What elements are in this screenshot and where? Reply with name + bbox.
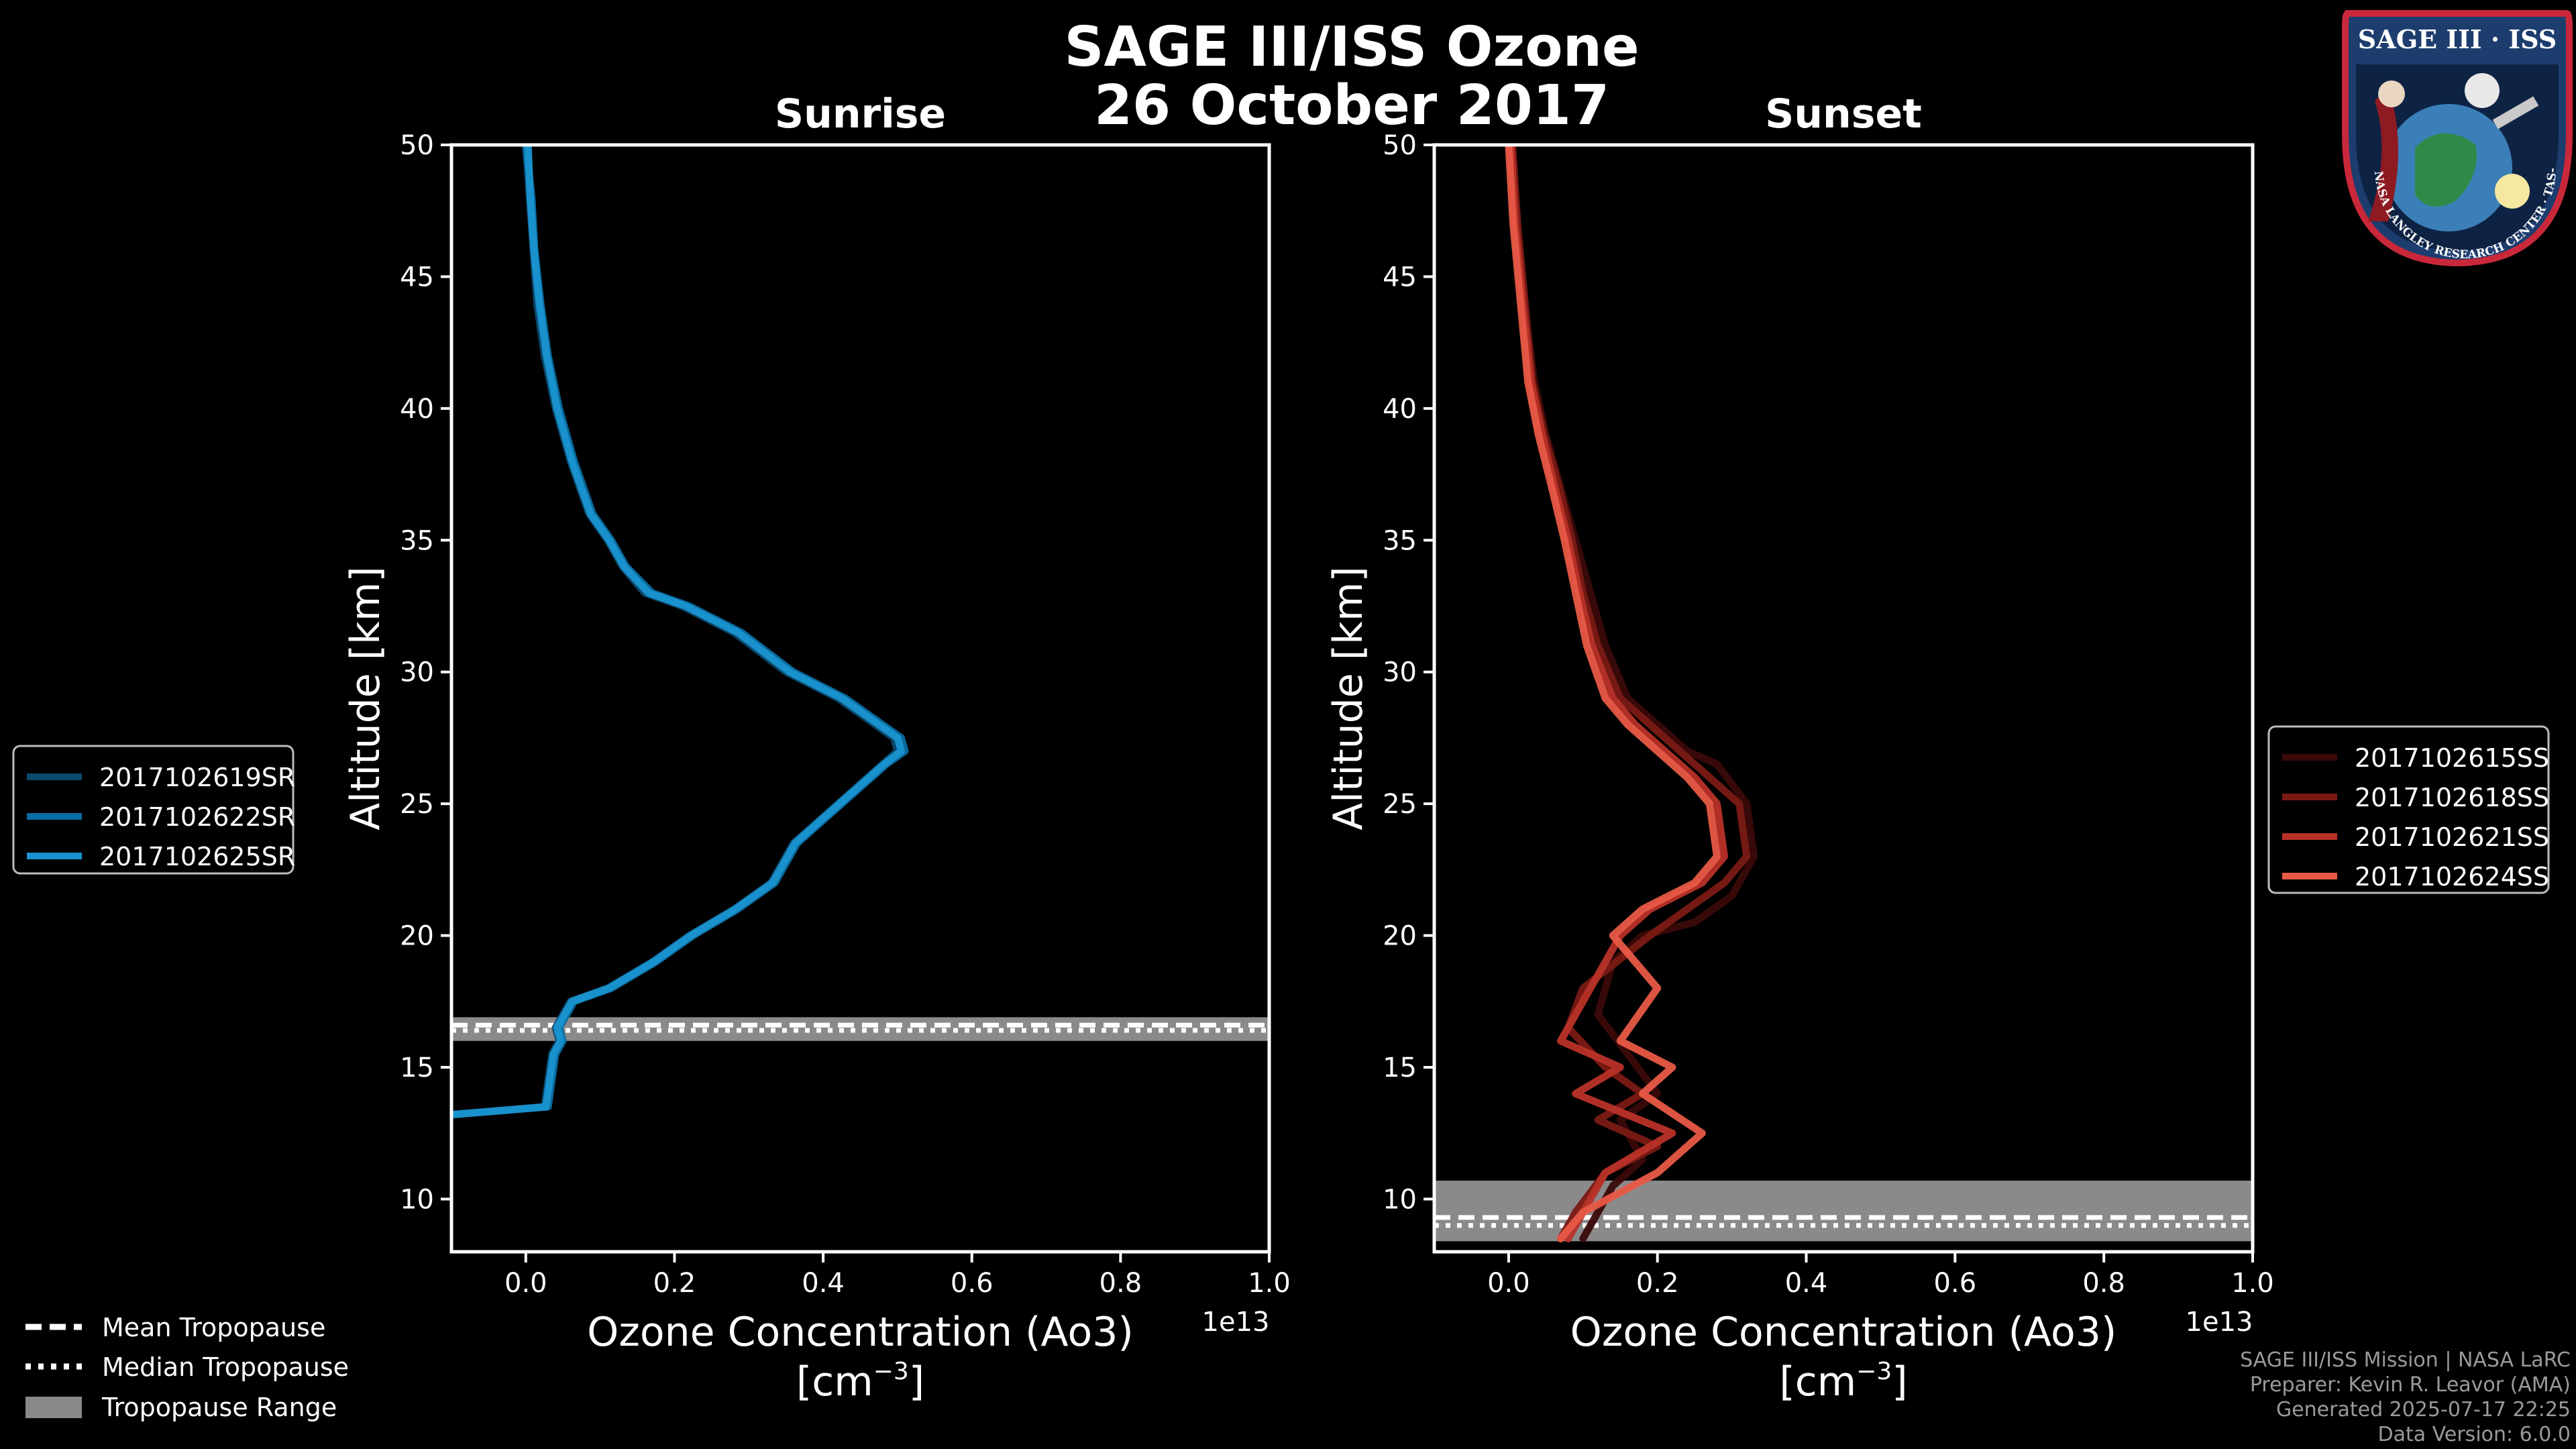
sunset-legend-label: 2017102615SS xyxy=(2355,743,2549,773)
sunrise-xtick-label: 0.4 xyxy=(802,1268,845,1299)
iss-station-icon xyxy=(2492,96,2539,129)
sunrise-xtick-label: 0.2 xyxy=(653,1268,696,1299)
sunset-ytick-label: 10 xyxy=(1383,1184,1417,1215)
sunset-xtick-label: 0.2 xyxy=(1636,1268,1679,1299)
sunset-legend-box xyxy=(2267,725,2550,894)
astronomer-head-icon xyxy=(2378,80,2405,107)
sunrise-ytick-label: 25 xyxy=(400,789,434,820)
sunrise-legend-label: 2017102622SR xyxy=(99,802,295,832)
sunrise-series-line-2017102625SR xyxy=(451,145,905,1119)
continent-icon xyxy=(2415,133,2477,207)
sunset-ytick-label: 50 xyxy=(1383,130,1417,161)
sunrise-legend-label: 2017102619SR xyxy=(99,763,295,792)
sunrise-ytick-label: 50 xyxy=(400,130,434,161)
sunrise-xlabel-units-end: ] xyxy=(909,1358,924,1405)
sunset-xtick-label: 1.0 xyxy=(2231,1268,2274,1299)
sunrise-ytick-label: 20 xyxy=(400,921,434,952)
sunset-panel: 10 15 20 25 30 35 40 45 50 0.0 0.2 0.4 0.6 0.8 1.0 1e13… xyxy=(1325,91,2274,1405)
sunrise-ytick-label: 35 xyxy=(400,525,434,556)
footer-line-2: Preparer: Kevin R. Leavor (AMA) xyxy=(2250,1373,2571,1397)
sunset-axes-frame xyxy=(1432,143,2255,1254)
sunset-xtick-label: 0.0 xyxy=(1487,1268,1530,1299)
tropopause-range-label: Tropopause Range xyxy=(101,1393,337,1422)
sunset-xlabel: Ozone Concentration (Ao3) xyxy=(1570,1309,2117,1356)
sunset-offset-text: 1e13 xyxy=(2186,1307,2253,1338)
sunset-xtick-label: 0.6 xyxy=(1934,1268,1977,1299)
sunrise-tropopause-range-band xyxy=(451,1017,1269,1041)
sunrise-ytick-label: 40 xyxy=(400,394,434,425)
sunset-ytick-label: 20 xyxy=(1383,921,1417,952)
sunset-ytick-label: 40 xyxy=(1383,394,1417,425)
sunset-xlabel-units-end: ] xyxy=(1892,1358,1907,1405)
sunrise-xlabel-units: [cm−3] xyxy=(796,1358,924,1405)
mean-tropopause-label: Mean Tropopause xyxy=(102,1313,325,1342)
sunrise-xtick-label: 1.0 xyxy=(1248,1268,1291,1299)
sunrise-ytick-label: 15 xyxy=(400,1053,434,1083)
sunrise-xtick-label: 0.0 xyxy=(504,1268,547,1299)
sunrise-ytick-label: 10 xyxy=(400,1184,434,1215)
footer-line-3: Generated 2025-07-17 22:25 xyxy=(2276,1398,2571,1421)
sunset-xlabel-units-base: [cm xyxy=(1779,1358,1856,1405)
sunset-legend-label: 2017102621SS xyxy=(2355,822,2549,852)
footer-credits: SAGE III/ISS Mission | NASA LaRC Prepare… xyxy=(2240,1348,2571,1446)
sunrise-legend: 2017102619SR 2017102622SR 2017102625SR xyxy=(12,745,295,875)
astronomer-robe-icon xyxy=(2368,87,2398,221)
sunset-legend: 2017102615SS 2017102618SS 2017102621SS 2017… xyxy=(2267,725,2550,894)
sunrise-panel: 10 15 20 25 30 35 40 45 50 0.0 0.2 0.4 0.6 0.8 1.0 1e13… xyxy=(342,91,1291,1405)
sunrise-series-group xyxy=(451,145,909,1119)
tropopause-range-swatch xyxy=(25,1397,82,1418)
sunset-xlabel-units: [cm−3] xyxy=(1779,1358,1907,1405)
sunset-tropopause-range-band xyxy=(1434,1180,2253,1242)
sunset-title: Sunset xyxy=(1765,91,1922,138)
sunset-xtick-label: 0.8 xyxy=(2082,1268,2125,1299)
median-tropopause-label: Median Tropopause xyxy=(102,1352,349,1382)
sunset-series-line-2017102624SS xyxy=(1505,145,1721,1242)
tropopause-legend: Mean Tropopause Median Tropopause Tropop… xyxy=(25,1313,349,1422)
figure-title-line1: SAGE III/ISS Ozone xyxy=(1064,15,1639,79)
sunset-ytick-label: 45 xyxy=(1383,262,1417,292)
sunrise-xtick-label: 0.6 xyxy=(951,1268,994,1299)
sunrise-xlabel-units-exp: −3 xyxy=(873,1358,909,1385)
badge-title: SAGE III · ISS xyxy=(2358,24,2557,54)
moon-icon xyxy=(2465,73,2500,108)
sunrise-ylabel: Altitude [km] xyxy=(342,566,389,830)
sun-icon xyxy=(2495,174,2530,209)
figure-title-line2: 26 October 2017 xyxy=(1094,74,1609,138)
sunset-xtick-label: 0.4 xyxy=(1785,1268,1828,1299)
sunset-legend-label: 2017102624SS xyxy=(2355,862,2549,892)
sunrise-legend-label: 2017102625SR xyxy=(99,842,295,871)
sunrise-ytick-label: 45 xyxy=(400,262,434,292)
sunset-plot-area xyxy=(1434,145,2253,1252)
sunrise-xtick-label: 0.8 xyxy=(1099,1268,1142,1299)
sunset-ytick-label: 30 xyxy=(1383,657,1417,688)
sunset-ytick-label: 15 xyxy=(1383,1053,1417,1083)
sunset-legend-label: 2017102618SS xyxy=(2355,783,2549,812)
sunrise-legend-box xyxy=(12,745,294,875)
sunset-series-group xyxy=(1505,145,1758,1242)
sunrise-ytick-label: 30 xyxy=(400,657,434,688)
sunrise-offset-text: 1e13 xyxy=(1202,1307,1270,1338)
sunrise-xlabel: Ozone Concentration (Ao3) xyxy=(587,1309,1134,1356)
sunrise-title: Sunrise xyxy=(775,91,946,138)
sunset-ytick-label: 25 xyxy=(1383,789,1417,820)
footer-line-1: SAGE III/ISS Mission | NASA LaRC xyxy=(2240,1348,2571,1372)
sunrise-axes-frame xyxy=(449,143,1271,1254)
sunrise-xlabel-units-base: [cm xyxy=(796,1358,873,1405)
sunset-ylabel: Altitude [km] xyxy=(1325,566,1372,830)
sunset-xlabel-units-exp: −3 xyxy=(1856,1358,1892,1385)
sunset-ytick-label: 35 xyxy=(1383,525,1417,556)
footer-line-4: Data Version: 6.0.0 xyxy=(2378,1423,2571,1446)
sunrise-plot-area xyxy=(451,145,1269,1252)
